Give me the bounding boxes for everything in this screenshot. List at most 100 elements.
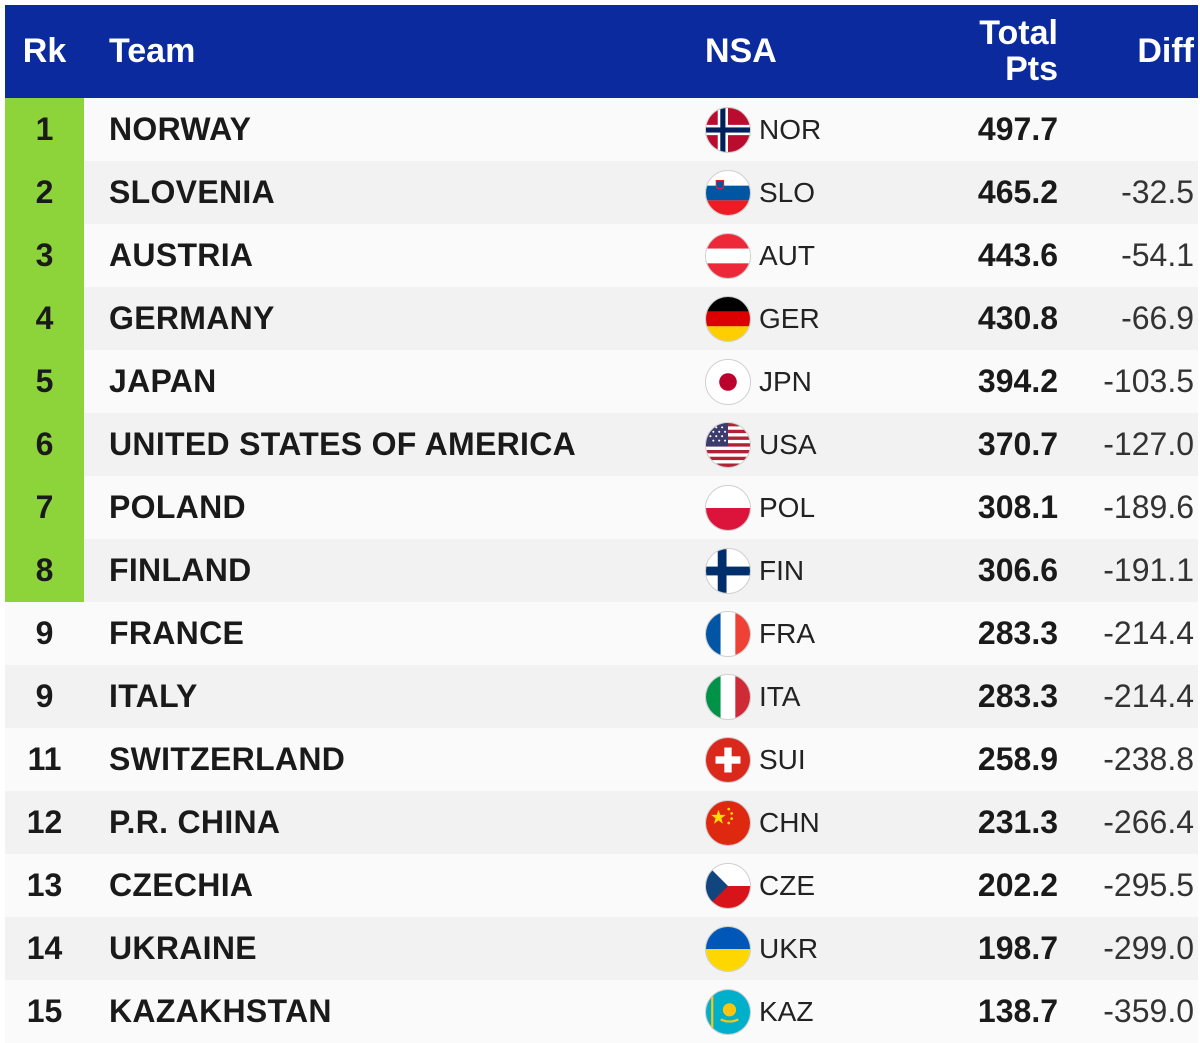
team-name: UKRAINE: [109, 930, 257, 966]
nsa-cell: FIN: [694, 539, 924, 602]
points-diff: -189.6: [1103, 489, 1194, 525]
rank-cell: 5: [5, 350, 84, 413]
nsa-cell: CHN: [694, 791, 924, 854]
rank-cell: 6: [5, 413, 84, 476]
nsa-code: SLO: [759, 176, 816, 208]
points-diff: -359.0: [1103, 993, 1194, 1029]
france-flag-icon: [705, 610, 751, 657]
total-points: 308.1: [977, 489, 1058, 525]
nsa-cell: GER: [694, 287, 924, 350]
rank-cell: 13: [26, 867, 63, 903]
table-row: 3 AUSTRIA AUT 443.6 -54.1: [5, 224, 1198, 287]
nsa-code: KAZ: [759, 995, 814, 1027]
points-diff: -127.0: [1103, 426, 1194, 462]
nsa-group: CHN: [705, 799, 924, 846]
czechia-flag-icon: [705, 862, 751, 909]
points-diff: -32.5: [1121, 174, 1194, 210]
total-points: 283.3: [977, 615, 1058, 651]
nsa-code: AUT: [759, 239, 815, 271]
total-points: 497.7: [977, 111, 1058, 147]
nsa-group: ITA: [705, 673, 924, 720]
team-name: SLOVENIA: [109, 174, 275, 210]
nsa-code: JPN: [759, 365, 812, 397]
total-points: 443.6: [977, 237, 1058, 273]
japan-flag-icon: [705, 358, 751, 405]
nsa-code: GER: [759, 302, 820, 334]
nsa-cell: USA: [694, 413, 924, 476]
total-points: 198.7: [977, 930, 1058, 966]
points-diff: -54.1: [1121, 237, 1194, 273]
team-name: NORWAY: [109, 111, 252, 147]
team-name: CZECHIA: [109, 867, 254, 903]
nsa-code: FIN: [759, 554, 805, 586]
nsa-cell: UKR: [694, 917, 924, 980]
nsa-group: NOR: [705, 106, 924, 153]
nsa-group: SLO: [705, 169, 924, 216]
slovenia-flag-icon: [705, 169, 751, 216]
nsa-code: NOR: [759, 113, 822, 145]
rank-cell: 8: [5, 539, 84, 602]
rank-cell: 12: [26, 804, 63, 840]
nsa-cell: NOR: [694, 98, 924, 161]
total-points: 138.7: [977, 993, 1058, 1029]
switzerland-flag-icon: [705, 736, 751, 783]
rank-cell: 11: [27, 741, 62, 777]
nsa-group: FRA: [705, 610, 924, 657]
table-row: 8 FINLAND FIN 306.6 -191.1: [5, 539, 1198, 602]
table-row: 5 JAPAN JPN 394.2 -103.5: [5, 350, 1198, 413]
italy-flag-icon: [705, 673, 751, 720]
header-total-pts: Total Pts: [924, 5, 1064, 98]
nsa-code: POL: [759, 491, 816, 523]
team-name: ITALY: [109, 678, 198, 714]
nsa-cell: SUI: [694, 728, 924, 791]
points-diff: -238.8: [1103, 741, 1194, 777]
team-name: UNITED STATES OF AMERICA: [109, 426, 577, 462]
points-diff: -103.5: [1103, 363, 1194, 399]
team-name: P.R. CHINA: [109, 804, 281, 840]
nsa-group: SUI: [705, 736, 924, 783]
nsa-group: USA: [705, 421, 924, 468]
nsa-group: FIN: [705, 547, 924, 594]
china-flag-icon: [705, 799, 751, 846]
austria-flag-icon: [705, 232, 751, 279]
nsa-cell: ITA: [694, 665, 924, 728]
nsa-group: JPN: [705, 358, 924, 405]
table-row: 12 P.R. CHINA CHN 231.3 -266.4: [5, 791, 1198, 854]
total-points: 430.8: [977, 300, 1058, 336]
total-points: 370.7: [977, 426, 1058, 462]
points-diff: -299.0: [1103, 930, 1194, 966]
total-points: 306.6: [977, 552, 1058, 588]
nsa-code: UKR: [759, 932, 819, 964]
points-diff: -214.4: [1103, 615, 1194, 651]
team-name: SWITZERLAND: [109, 741, 346, 777]
total-points: 394.2: [977, 363, 1058, 399]
nsa-group: KAZ: [705, 988, 924, 1035]
table-row: 11 SWITZERLAND SUI 258.9 -238.8: [5, 728, 1198, 791]
header-diff: Diff: [1137, 31, 1194, 70]
nsa-code: CZE: [759, 869, 815, 901]
total-points: 231.3: [977, 804, 1058, 840]
table-row: 13 CZECHIA CZE 202.2 -295.5: [5, 854, 1198, 917]
rank-cell: 4: [5, 287, 84, 350]
nsa-cell: AUT: [694, 224, 924, 287]
team-name: POLAND: [109, 489, 246, 525]
rank-cell: 14: [26, 930, 63, 966]
nsa-group: AUT: [705, 232, 924, 279]
table-row: 9 FRANCE FRA 283.3 -214.4: [5, 602, 1198, 665]
table-row: 1 NORWAY NOR 497.7: [5, 98, 1198, 161]
nsa-cell: POL: [694, 476, 924, 539]
ukraine-flag-icon: [705, 925, 751, 972]
header-team: Team: [109, 31, 196, 70]
rank-cell: 9: [35, 615, 54, 651]
nsa-cell: KAZ: [694, 980, 924, 1043]
nsa-group: CZE: [705, 862, 924, 909]
usa-flag-icon: [705, 421, 751, 468]
points-diff: -214.4: [1103, 678, 1194, 714]
nsa-code: CHN: [759, 806, 820, 838]
table-header: Rk Team NSA Total Pts Diff: [5, 5, 1198, 98]
nsa-cell: FRA: [694, 602, 924, 665]
rank-cell: 2: [5, 161, 84, 224]
team-name: GERMANY: [109, 300, 275, 336]
nsa-cell: SLO: [694, 161, 924, 224]
